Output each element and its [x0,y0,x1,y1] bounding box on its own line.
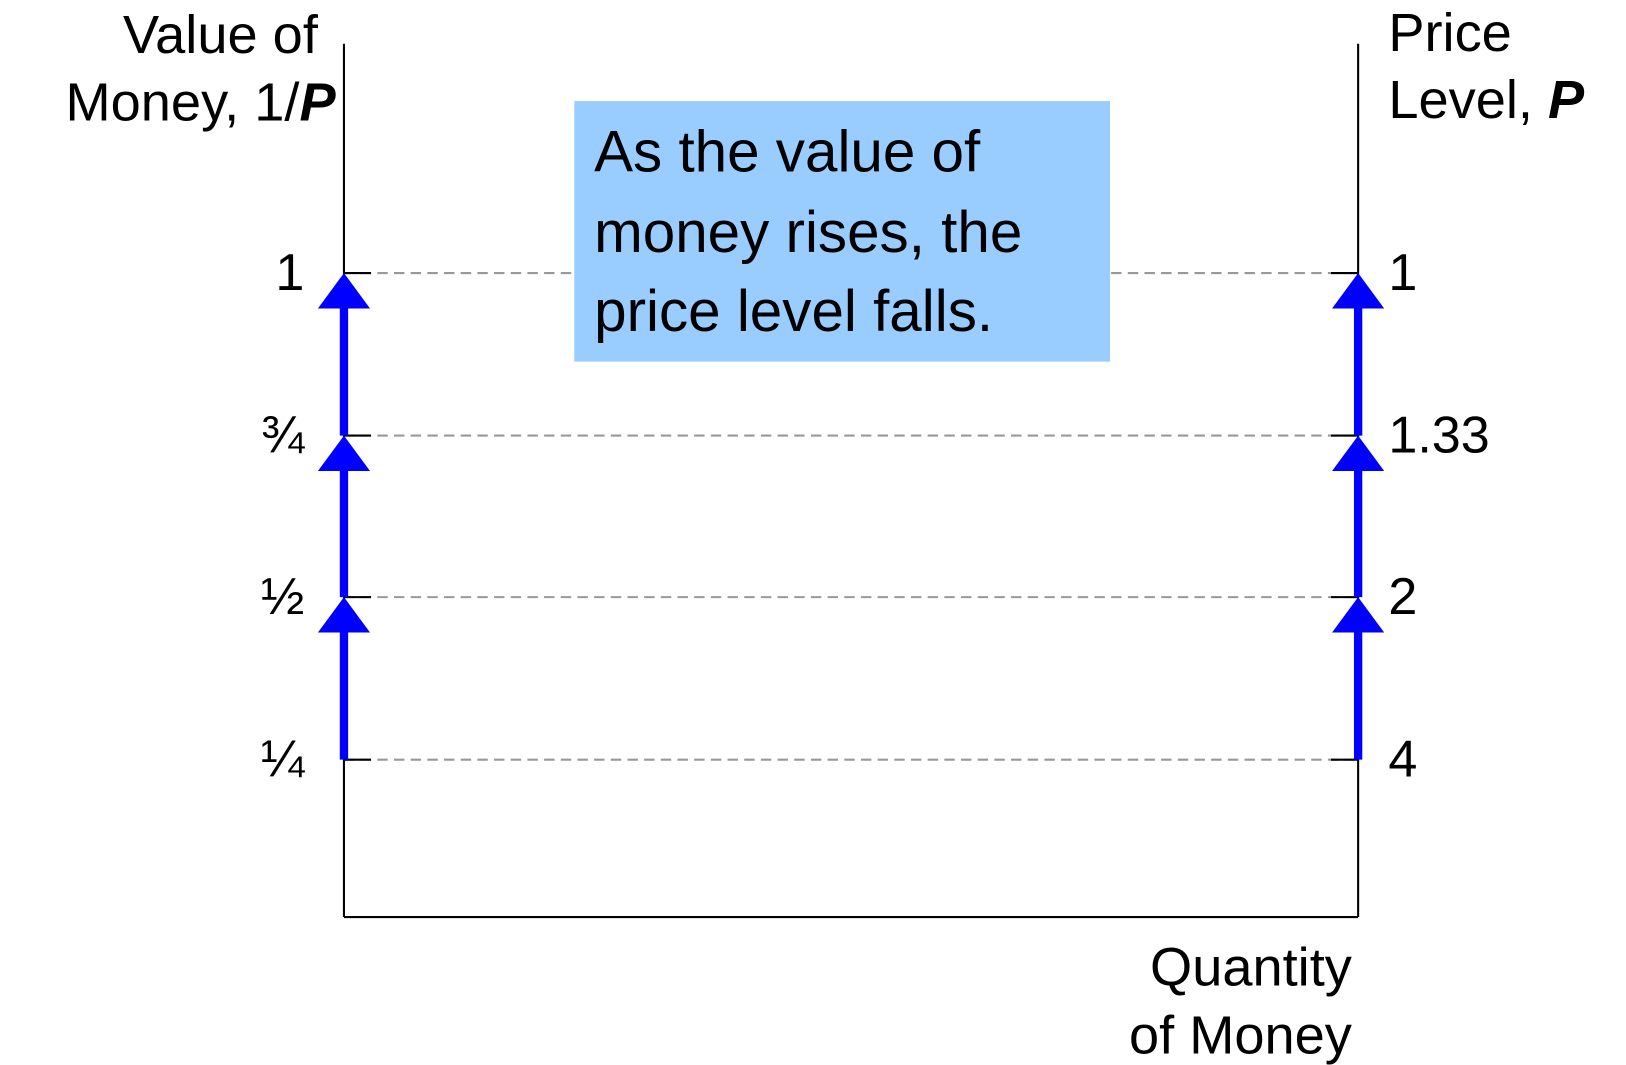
left-tick-label: ½ [261,568,304,626]
right-tick-label: 1 [1388,244,1417,302]
x-axis-label: Quantity [1150,938,1352,998]
callout-line: As the value of [594,120,981,185]
right-axis-label: Price [1388,3,1511,63]
callout-line: price level falls. [594,279,993,344]
arrow-head [1332,597,1385,633]
label-variable: P [299,73,336,133]
left-axis-label: Money, 1/P [66,73,337,133]
right-tick-label: 4 [1388,731,1417,789]
callout-line: money rises, the [594,200,1022,265]
arrows [317,273,1385,760]
arrow-head [1332,435,1385,472]
arrow-head [1332,273,1385,309]
label-text: Money, 1/ [66,73,301,133]
levels: 1 1 ¾ 1.33 ½ 2 ¼ 4 [261,244,1490,789]
label-variable: P [1548,71,1585,131]
arrow-head [317,435,371,472]
callout-box [574,101,1111,362]
callout: As the value of money rises, the price l… [574,101,1111,362]
left-tick-label: 1 [275,244,304,302]
right-axis-label: Level, P [1388,71,1585,131]
left-tick-label: ¾ [261,406,305,464]
right-tick-label: 2 [1388,568,1417,626]
x-axis-label: of Money [1129,1005,1352,1065]
arrow-head [317,597,371,633]
left-tick-label: ¼ [261,731,305,789]
arrow-head [317,273,371,309]
label-text: Level, [1388,71,1548,131]
left-axis-label: Value of [123,5,319,65]
right-tick-label: 1.33 [1388,406,1489,464]
